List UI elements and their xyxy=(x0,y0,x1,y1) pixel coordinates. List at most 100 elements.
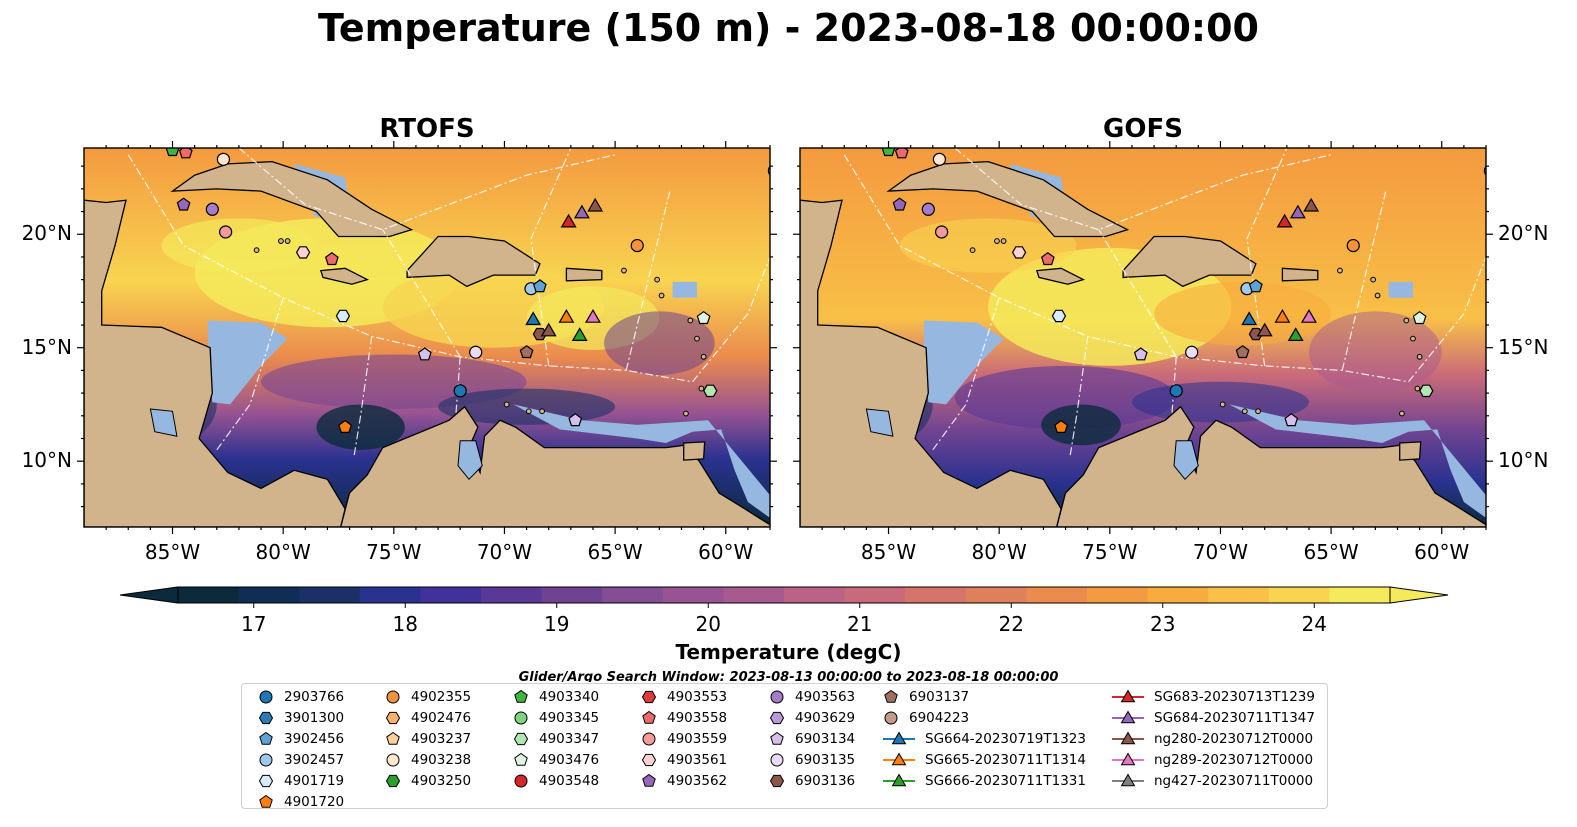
observation-marker xyxy=(205,202,219,216)
colorbar-segment xyxy=(299,587,361,603)
eez-boundary xyxy=(530,148,572,366)
observation-marker xyxy=(1303,197,1320,212)
observation-marker xyxy=(1185,345,1199,359)
colorbar-segment xyxy=(965,587,1027,603)
legend-label: 4903340 xyxy=(539,689,600,705)
legend-entry: 4903476 xyxy=(513,750,599,770)
observation-marker xyxy=(1412,310,1427,325)
landmass-puerto-rico xyxy=(565,267,603,282)
observation-marker xyxy=(216,152,231,166)
temperature-anomaly-patch xyxy=(1154,281,1332,346)
legend-label: 6904223 xyxy=(909,710,970,726)
legend-label: 2903766 xyxy=(284,689,345,705)
legend-label: 4903558 xyxy=(667,710,728,726)
observation-marker xyxy=(1235,345,1250,359)
legend-entry: 3902457 xyxy=(258,750,344,770)
lon-tick-label: 60°W xyxy=(698,540,754,564)
legend-entry: ng289-20230712T0000 xyxy=(1112,750,1313,770)
legend-label: 4903629 xyxy=(795,710,856,726)
island xyxy=(654,276,661,283)
lat-tick-label: 15°N xyxy=(21,334,72,359)
observation-marker xyxy=(568,413,583,427)
shelf-area xyxy=(513,404,770,518)
rtofs-map xyxy=(84,148,770,527)
legend-label: SG666-20230711T1331 xyxy=(925,773,1086,789)
legend-entry: 2903766 xyxy=(258,687,344,707)
eez-boundary xyxy=(1246,148,1288,366)
legend-label: 4903238 xyxy=(411,752,472,768)
observation-marker xyxy=(1040,251,1055,266)
observation-marker xyxy=(1241,311,1258,326)
figure-title: Temperature (150 m) - 2023-08-18 00:00:0… xyxy=(317,6,1259,50)
landmass-south-america xyxy=(340,405,770,527)
observation-marker xyxy=(469,345,483,359)
lon-tick-label: 70°W xyxy=(476,540,533,564)
observation-marker xyxy=(571,327,588,341)
island xyxy=(1219,401,1226,408)
colorbar-segment xyxy=(602,587,664,603)
observation-marker xyxy=(560,213,577,228)
observation-marker xyxy=(176,197,191,211)
observation-marker xyxy=(219,225,233,239)
observation-marker xyxy=(1256,322,1273,337)
island xyxy=(994,238,1000,244)
legend-entry: 4903548 xyxy=(513,771,599,791)
observation-marker xyxy=(935,225,949,239)
circle-marker-icon xyxy=(514,711,528,725)
observation-marker xyxy=(519,345,534,359)
colorbar-segment xyxy=(1268,587,1330,603)
observation-marker xyxy=(453,384,467,398)
observation-marker xyxy=(1133,347,1148,361)
gofs-map xyxy=(800,148,1486,527)
legend-entry: 4903345 xyxy=(513,708,599,728)
legend-entry: 4903558 xyxy=(641,708,727,728)
island xyxy=(284,238,291,244)
eez-boundary xyxy=(954,148,1332,231)
landmass-hispaniola xyxy=(406,235,541,288)
island xyxy=(683,410,689,417)
observation-marker xyxy=(1169,384,1183,398)
legend-entry: 6903134 xyxy=(769,729,855,749)
landmass-jamaica xyxy=(1035,267,1086,285)
lat-tick-label: 20°N xyxy=(21,221,72,246)
observation-marker xyxy=(324,251,339,266)
island xyxy=(1416,353,1423,360)
observation-marker xyxy=(417,347,432,361)
colorbar-segment xyxy=(1087,587,1149,603)
observation-marker xyxy=(178,148,193,159)
colorbar-segment xyxy=(1147,587,1209,603)
observation-marker xyxy=(165,148,180,157)
pentagon-marker-icon xyxy=(642,773,656,787)
legend-label: SG665-20230711T1314 xyxy=(925,752,1086,768)
observation-marker xyxy=(338,419,353,433)
pentagon-marker-icon xyxy=(514,752,528,766)
temperature-anomaly-patch xyxy=(1041,404,1121,446)
legend-entry: SG684-20230711T1347 xyxy=(1112,708,1315,728)
circle-marker-icon xyxy=(259,753,273,767)
shelf-area xyxy=(1388,281,1413,298)
observation-marker xyxy=(1051,309,1067,323)
legend-label: 4903237 xyxy=(411,731,472,747)
pentagon-marker-icon xyxy=(770,731,784,745)
circle-marker-icon xyxy=(386,753,400,767)
observation-marker xyxy=(630,238,644,253)
colorbar-segment xyxy=(1026,587,1088,603)
temperature-anomaly-patch xyxy=(438,388,616,425)
island xyxy=(1241,408,1248,415)
temperature-anomaly-patch xyxy=(954,365,1177,430)
temperature-anomaly-patch xyxy=(1308,311,1442,394)
legend-entry: 4901719 xyxy=(258,771,344,791)
legend-label: ng280-20230712T0000 xyxy=(1154,731,1314,747)
legend-entry: 4902476 xyxy=(385,708,471,728)
observation-marker xyxy=(1419,384,1434,398)
landmass-jamaica xyxy=(319,267,370,285)
hexagon-marker-icon xyxy=(258,711,274,725)
legend-label: 6903135 xyxy=(795,752,856,768)
island xyxy=(1000,238,1007,244)
observation-marker xyxy=(894,148,909,159)
triangle-marker-icon xyxy=(1112,689,1144,703)
colorbar-segment xyxy=(238,587,300,603)
eez-boundary xyxy=(455,356,461,416)
lake xyxy=(1173,440,1199,481)
observation-marker xyxy=(1284,413,1299,427)
